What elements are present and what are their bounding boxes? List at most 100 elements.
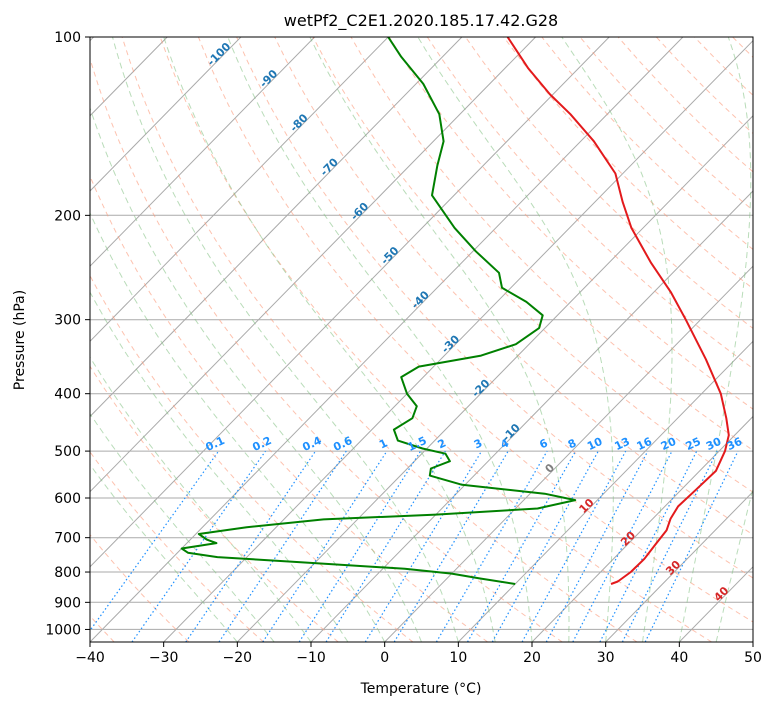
x-tick-label: −30 — [149, 650, 179, 666]
y-tick-label: 900 — [54, 595, 81, 611]
dry-adiabat-line — [426, 37, 753, 370]
dry-adiabat-line — [90, 365, 339, 642]
isotherm-label: -30 — [439, 332, 462, 355]
mixing-ratio-label: 1 — [377, 436, 389, 451]
x-tick-label: 10 — [449, 650, 467, 666]
dry-adiabat-line — [312, 37, 753, 493]
dry-adiabat-line — [90, 56, 563, 642]
dry-adiabat-line — [274, 37, 753, 536]
moist-adiabat-line — [163, 37, 496, 642]
y-axis-label: Pressure (hPa) — [12, 290, 28, 390]
isotherm-line — [90, 37, 610, 568]
y-tick-label: 200 — [54, 208, 81, 224]
moist-adiabat-line — [561, 37, 673, 642]
y-tick-label: 600 — [54, 491, 81, 507]
y-tick-label: 100 — [54, 30, 81, 46]
y-tick-label: 400 — [54, 387, 81, 403]
x-tick-label: 40 — [670, 650, 688, 666]
x-tick-label: 50 — [744, 650, 762, 666]
isotherm-label: -20 — [469, 377, 492, 400]
y-tick-label: 300 — [54, 313, 81, 329]
dewpoint-profile — [180, 37, 577, 585]
mixing-ratio-line — [572, 450, 673, 642]
isotherm-label: -70 — [318, 155, 341, 178]
dry-adiabat-line — [771, 37, 775, 642]
isotherm-line — [236, 115, 753, 642]
mixing-ratio-label: 13 — [613, 435, 632, 453]
mixing-ratio-label: 20 — [659, 435, 679, 453]
isotherm-line — [90, 37, 684, 642]
mixing-ratio-line — [545, 450, 649, 642]
mixing-ratio-label: 16 — [635, 435, 655, 453]
moist-adiabat-line — [90, 291, 349, 642]
isotherm-label: -80 — [287, 111, 310, 134]
x-axis: −40 −30 −20 −10 0 10 20 30 40 50 — [75, 642, 762, 666]
y-tick-label: 500 — [54, 444, 81, 460]
isotherm-label: 30 — [663, 558, 683, 578]
y-axis: 100 200 300 400 500 600 700 800 900 1000 — [45, 30, 90, 638]
isotherm-label: -60 — [348, 200, 371, 223]
isotherm-label: 40 — [711, 584, 731, 604]
mixing-ratio-line — [466, 450, 577, 642]
mixing-ratio-line — [185, 450, 316, 642]
dry-adiabat-line — [121, 37, 638, 642]
mixing-ratio-line — [644, 450, 739, 642]
moist-adiabat-line — [112, 37, 459, 642]
plot-frame — [89, 36, 754, 643]
dry-adiabat-line — [90, 451, 264, 642]
y-tick-label: 700 — [54, 531, 81, 547]
mixing-ratio-line — [599, 450, 698, 642]
isotherm-line — [384, 265, 753, 642]
dry-adiabat-line — [732, 37, 753, 58]
isotherm-line — [752, 641, 753, 642]
mixing-ratio-line — [298, 450, 422, 642]
mixing-ratio-label: 8 — [566, 436, 578, 451]
isotherm-label: 20 — [618, 529, 638, 549]
dry-adiabat-line — [197, 37, 753, 623]
isotherm-line — [90, 37, 536, 493]
x-tick-label: −40 — [75, 650, 105, 666]
x-tick-label: 0 — [380, 650, 389, 666]
mixing-ratio-line — [325, 450, 446, 642]
mixing-ratio-line — [90, 450, 220, 632]
mixing-ratio-line — [621, 450, 718, 642]
y-tick-label: 1000 — [45, 622, 81, 638]
dry-adiabat-line — [159, 37, 712, 642]
mixing-ratio-line — [218, 450, 347, 642]
mixing-ratio-label: 30 — [704, 435, 724, 453]
isotherm-line — [90, 37, 315, 267]
mixing-ratio-line — [491, 450, 599, 642]
mixing-ratio-line — [521, 450, 627, 642]
moist-adiabat-line — [417, 37, 614, 642]
moist-adiabat-line — [309, 37, 570, 642]
isotherm-line — [531, 415, 753, 642]
isotherm-label: 10 — [577, 496, 597, 516]
isotherm-label: -40 — [409, 288, 432, 311]
isotherm-line — [457, 340, 753, 642]
mixing-ratio-label: 36 — [725, 435, 745, 453]
x-tick-label: 30 — [597, 650, 615, 666]
x-axis-label: Temperature (°C) — [360, 681, 482, 697]
temperature-profile — [506, 37, 730, 585]
mixing-ratio-label: 3 — [472, 436, 484, 451]
moist-adiabat-line — [90, 412, 275, 642]
isotherm-label: -50 — [378, 244, 401, 267]
moist-adiabat-line — [90, 356, 312, 642]
mixing-ratio-label: 2 — [436, 436, 448, 451]
mixing-ratio-label: 6 — [537, 436, 550, 451]
isotherm-line — [90, 37, 389, 343]
mixing-ratio-line — [364, 450, 483, 642]
mixing-ratio-label: 25 — [684, 435, 703, 453]
isotherm-line — [163, 39, 753, 642]
dry-adiabat-line — [90, 533, 190, 642]
x-tick-label: −10 — [296, 650, 326, 666]
dry-adiabat-line — [655, 37, 753, 135]
y-tick-label: 800 — [54, 565, 81, 581]
mixing-ratio-line — [393, 450, 509, 642]
moist-adiabat-line — [90, 211, 386, 642]
isotherm-line — [678, 566, 753, 642]
isotherm-label: -100 — [205, 40, 234, 69]
isotherm-line — [90, 37, 463, 418]
isotherm-line — [310, 190, 753, 642]
